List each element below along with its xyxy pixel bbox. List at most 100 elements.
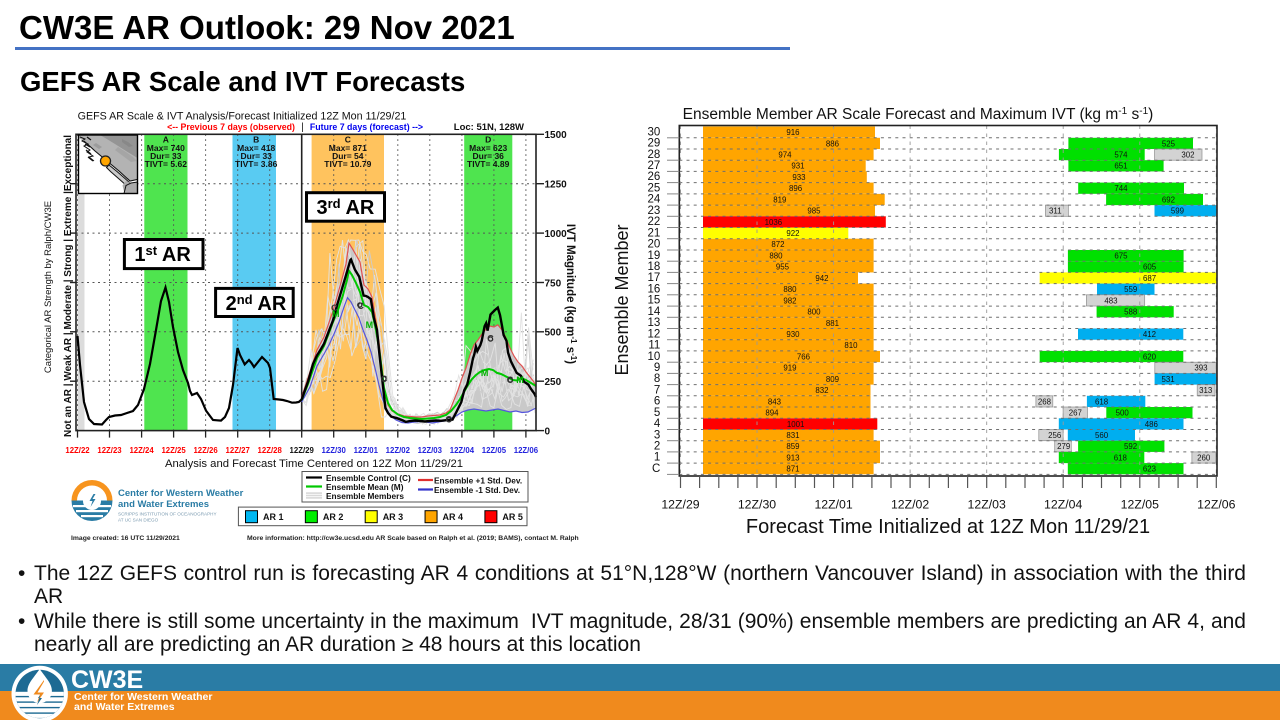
svg-text:560: 560	[1095, 431, 1109, 440]
svg-text:574: 574	[1114, 151, 1128, 160]
svg-text:894: 894	[765, 409, 779, 418]
svg-text:859: 859	[786, 442, 800, 451]
svg-text:12Z/29: 12Z/29	[661, 498, 699, 512]
svg-text:881: 881	[826, 319, 839, 328]
svg-text:916: 916	[786, 128, 800, 137]
svg-text:C: C	[652, 463, 660, 475]
svg-text:Analysis and Forecast Time Cen: Analysis and Forecast Time Centered on 1…	[165, 458, 463, 470]
svg-text:16: 16	[648, 283, 661, 295]
svg-text:C: C	[357, 301, 364, 311]
svg-text:More information: http://cw3e.: More information: http://cw3e.ucsd.edu A…	[247, 535, 579, 542]
svg-text:17: 17	[648, 272, 661, 284]
svg-text:810: 810	[844, 341, 858, 350]
svg-text:M: M	[481, 368, 489, 378]
svg-text:982: 982	[783, 296, 796, 305]
svg-text:26: 26	[648, 171, 661, 183]
svg-text:913: 913	[786, 453, 800, 462]
svg-text:919: 919	[783, 364, 797, 373]
svg-text:29: 29	[648, 138, 661, 150]
svg-text:8: 8	[654, 373, 660, 385]
svg-text:AR 5: AR 5	[502, 512, 523, 522]
svg-text:C: C	[345, 135, 351, 145]
svg-text:931: 931	[791, 162, 804, 171]
svg-text:2nd AR: 2nd AR	[226, 292, 287, 315]
svg-text:623: 623	[1143, 465, 1157, 474]
svg-text:618: 618	[1114, 453, 1128, 462]
svg-text:Dur= 33: Dur= 33	[150, 151, 182, 161]
svg-text:20: 20	[648, 239, 661, 251]
svg-text:2: 2	[654, 441, 660, 453]
svg-text:Dur= 33: Dur= 33	[240, 151, 272, 161]
svg-text:13: 13	[648, 317, 661, 329]
svg-text:250: 250	[545, 377, 562, 388]
svg-text:675: 675	[1114, 252, 1128, 261]
svg-text:933: 933	[792, 173, 806, 182]
svg-text:IVT Magnitude (kg m-1 s-1): IVT Magnitude (kg m-1 s-1)	[564, 224, 578, 364]
svg-text:651: 651	[1114, 162, 1127, 171]
svg-text:744: 744	[1114, 184, 1128, 193]
svg-text:Max= 418: Max= 418	[237, 143, 275, 153]
svg-text:1: 1	[654, 452, 660, 464]
svg-text:267: 267	[1069, 409, 1082, 418]
svg-text:393: 393	[1194, 364, 1208, 373]
svg-text:531: 531	[1162, 375, 1175, 384]
svg-text:GEFS AR Scale & IVT Analysis/F: GEFS AR Scale & IVT Analysis/Forecast In…	[78, 111, 407, 123]
svg-text:500: 500	[545, 328, 562, 339]
svg-text:12Z/25: 12Z/25	[161, 446, 186, 455]
svg-text:1st AR: 1st AR	[134, 243, 191, 266]
svg-text:Future 7 days (forecast) -->: Future 7 days (forecast) -->	[310, 122, 423, 132]
svg-text:1500: 1500	[545, 130, 568, 141]
svg-text:25: 25	[648, 182, 661, 194]
svg-text:12Z/28: 12Z/28	[258, 446, 283, 455]
svg-text:809: 809	[826, 375, 840, 384]
svg-text:Ensemble Member: Ensemble Member	[612, 224, 632, 375]
svg-text:B: B	[253, 135, 259, 145]
svg-text:Loc: 51N, 128W: Loc: 51N, 128W	[454, 122, 524, 133]
svg-text:618: 618	[1095, 397, 1109, 406]
svg-text:12Z/05: 12Z/05	[482, 446, 507, 455]
svg-text:599: 599	[1171, 207, 1185, 216]
svg-text:766: 766	[797, 352, 811, 361]
svg-text:C: C	[507, 375, 514, 385]
svg-text:7: 7	[654, 384, 660, 396]
svg-text:Forecast Time Initialized at 1: Forecast Time Initialized at 12Z Mon 11/…	[746, 516, 1150, 538]
svg-text:9: 9	[654, 362, 660, 374]
svg-text:12Z/06: 12Z/06	[1197, 498, 1235, 512]
svg-text:CW3E: CW3E	[71, 666, 143, 694]
svg-text:Ensemble +1 Std. Dev.: Ensemble +1 Std. Dev.	[434, 476, 522, 486]
svg-text:Categorical AR Strength by Ral: Categorical AR Strength by Ralph/CW3E	[43, 201, 54, 373]
svg-text:1036: 1036	[765, 218, 783, 227]
svg-text:TIVT= 3.86: TIVT= 3.86	[235, 159, 278, 169]
svg-text:AR 1: AR 1	[263, 512, 284, 522]
svg-text:942: 942	[815, 274, 828, 283]
svg-text:880: 880	[769, 252, 783, 261]
svg-text:12Z/26: 12Z/26	[193, 446, 218, 455]
svg-text:12Z/01: 12Z/01	[814, 498, 852, 512]
svg-text:27: 27	[648, 160, 661, 172]
svg-text:C: C	[487, 334, 494, 344]
svg-text:412: 412	[1143, 330, 1156, 339]
svg-text:525: 525	[1162, 139, 1176, 148]
svg-text:C: C	[445, 415, 452, 425]
svg-text:1250: 1250	[545, 180, 568, 191]
svg-text:<-- Previous 7 days (observed): <-- Previous 7 days (observed)	[167, 122, 295, 132]
svg-text:30: 30	[648, 126, 661, 138]
svg-text:483: 483	[1104, 296, 1118, 305]
svg-text:800: 800	[807, 308, 821, 317]
svg-text:Ensemble Mean (M): Ensemble Mean (M)	[326, 482, 404, 492]
svg-text:28: 28	[648, 149, 661, 161]
svg-text:12Z/01: 12Z/01	[354, 446, 379, 455]
svg-text:M: M	[516, 375, 524, 385]
svg-text:Dur= 36: Dur= 36	[472, 151, 504, 161]
svg-text:AR 2: AR 2	[323, 512, 344, 522]
svg-text:500: 500	[1116, 409, 1130, 418]
svg-text:D: D	[485, 135, 491, 145]
svg-text:922: 922	[786, 229, 799, 238]
svg-text:12Z/23: 12Z/23	[97, 446, 122, 455]
svg-text:3rd AR: 3rd AR	[317, 196, 375, 219]
svg-text:831: 831	[786, 431, 799, 440]
svg-text:Ensemble Members: Ensemble Members	[326, 491, 404, 501]
svg-text:0: 0	[545, 426, 551, 437]
svg-text:Max= 623: Max= 623	[469, 143, 507, 153]
svg-text:6: 6	[654, 396, 660, 408]
